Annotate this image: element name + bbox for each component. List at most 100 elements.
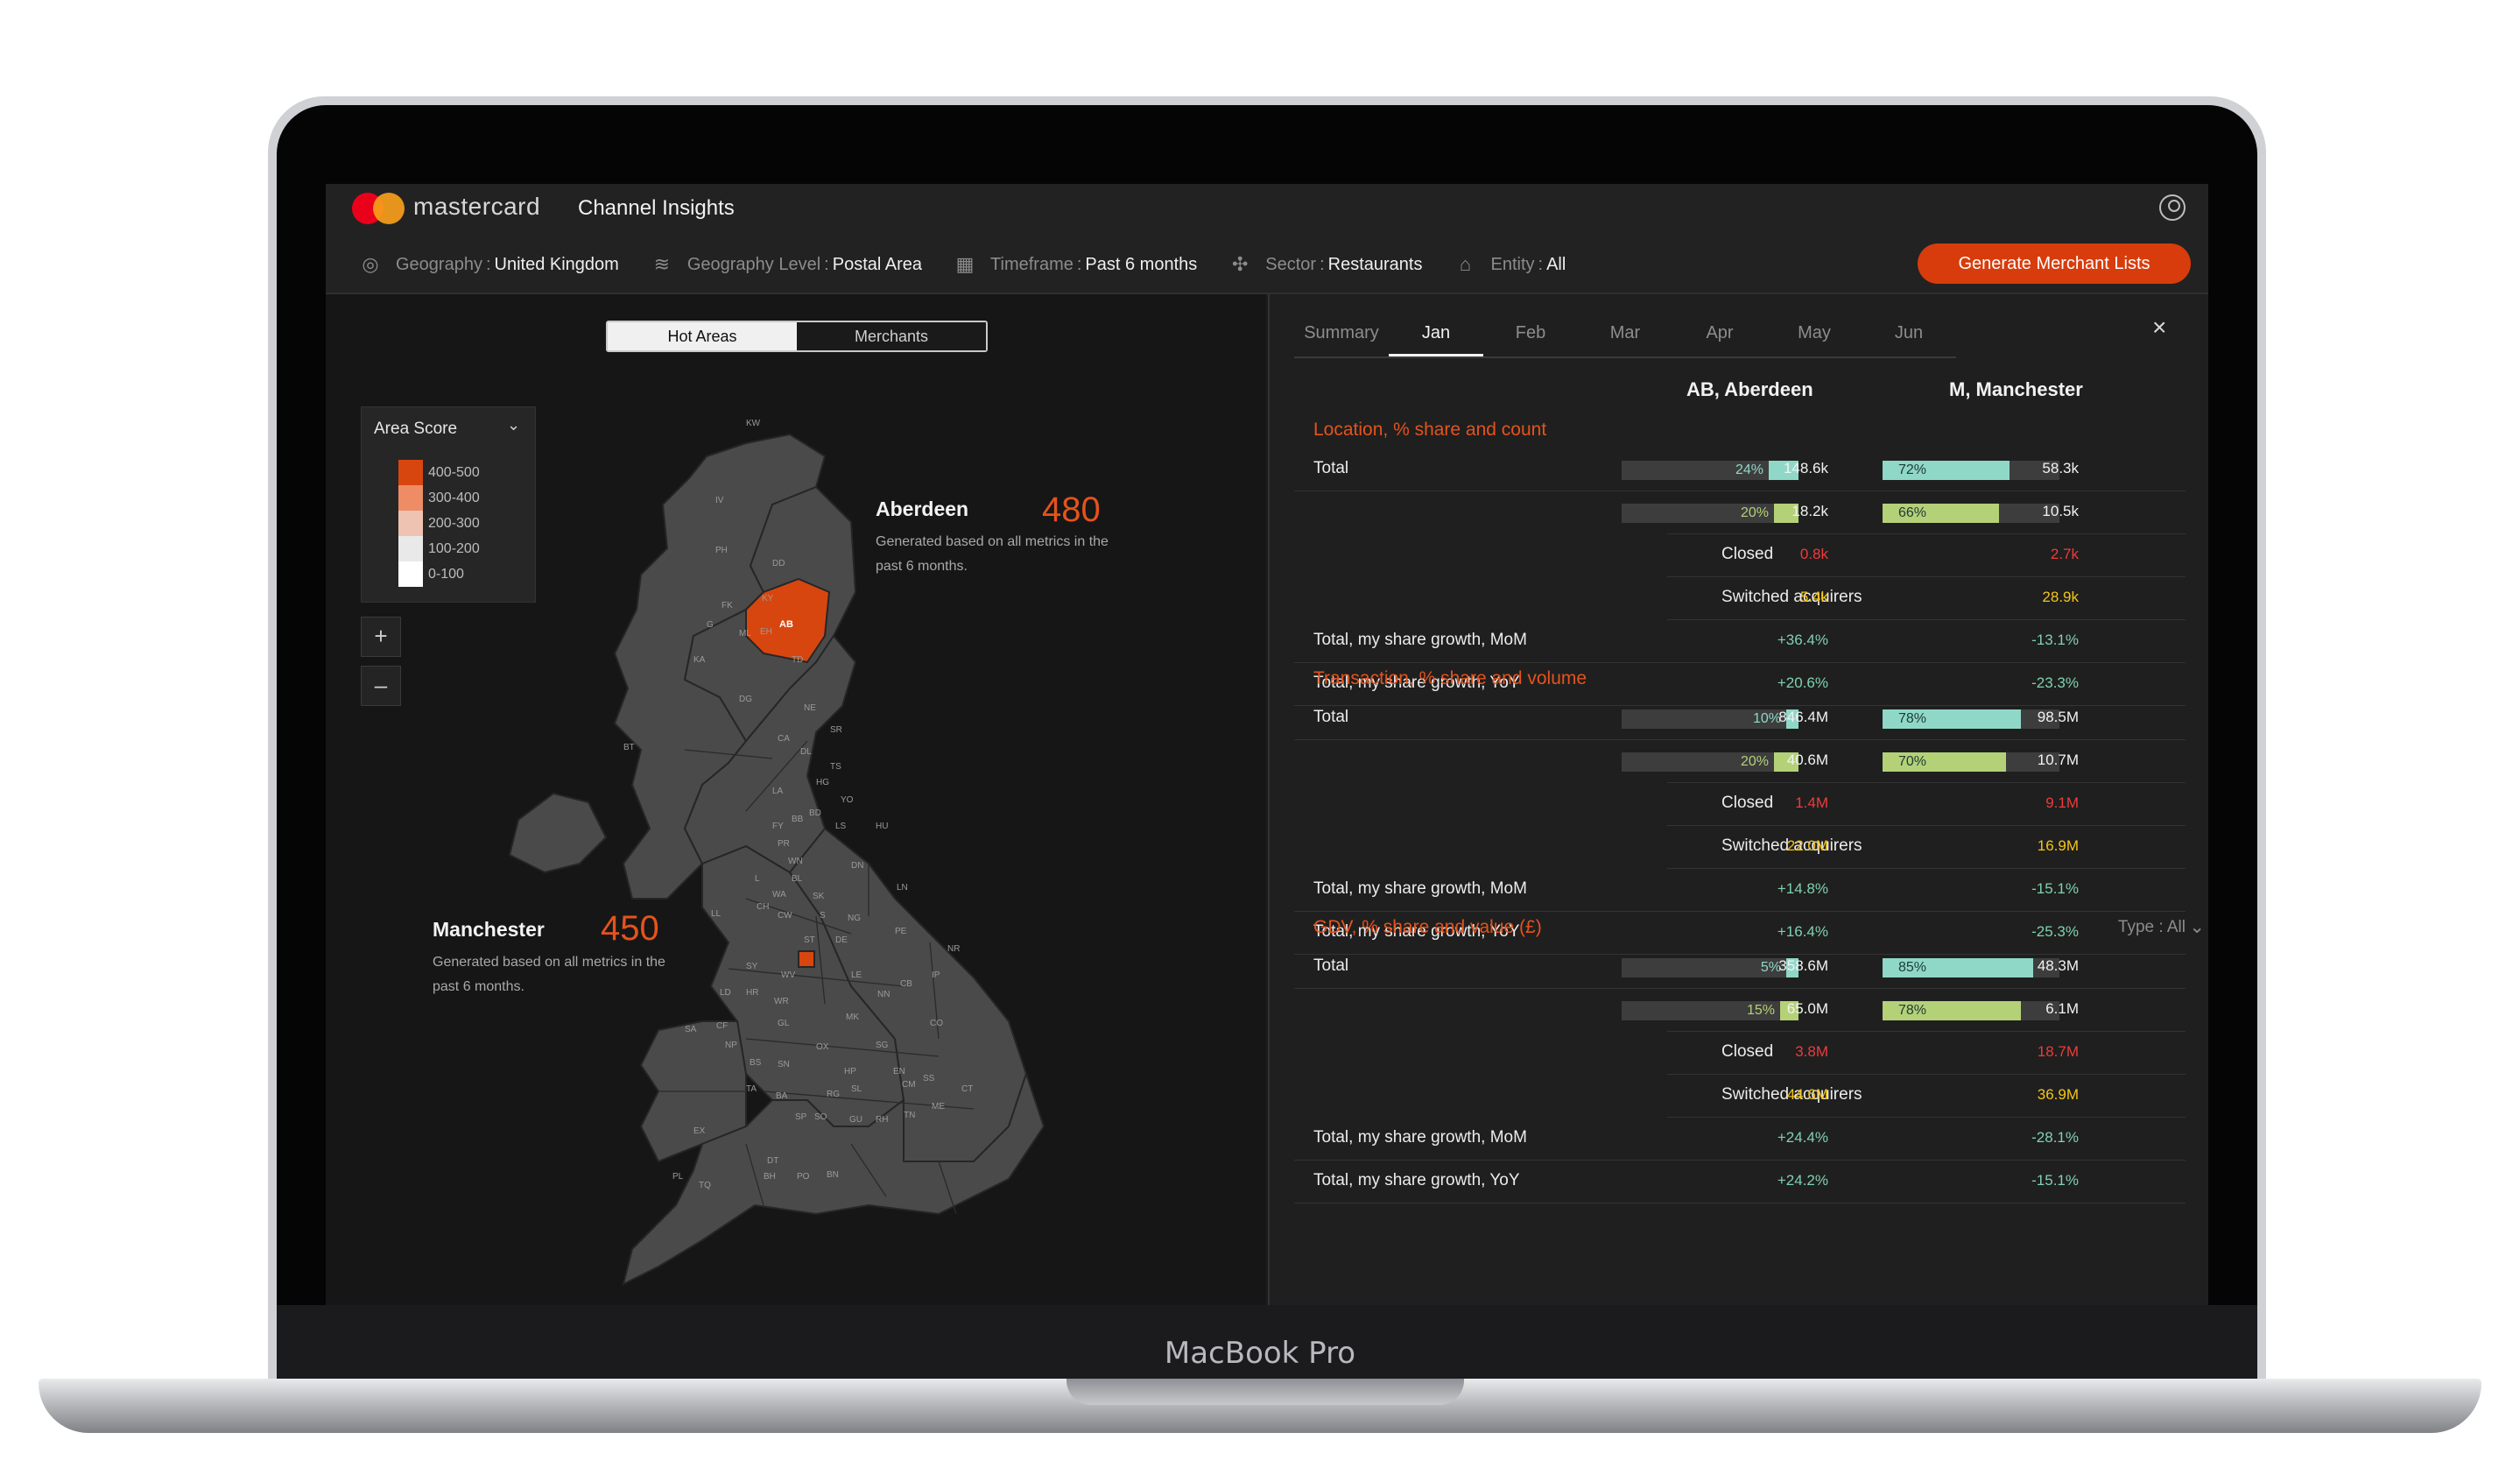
metric-label: Switched acquirers [1721, 1085, 1862, 1104]
map-region-manchester[interactable] [798, 950, 815, 968]
metric-value: 6.1M [2045, 1000, 2079, 1017]
filter-key: Sector [1265, 254, 1317, 274]
filter-geography-level[interactable]: ≋ Geography Level: Postal Area [651, 253, 922, 276]
metric-value: 58.3k [2042, 460, 2079, 476]
map-region-southern-england[interactable] [622, 1070, 1045, 1286]
metric-value: 846.4M [1778, 709, 1828, 725]
metric-value: +16.4% [1777, 923, 1828, 940]
map-label-np: NP [725, 1041, 737, 1050]
tab-mar[interactable]: Mar [1609, 323, 1641, 342]
filter-value: Postal Area [832, 254, 923, 274]
metric-value: 18.7M [2037, 1043, 2079, 1060]
share-bar: 72% [1883, 461, 2059, 480]
metric-label: Total [1313, 708, 1349, 726]
map-label-sp: SP [795, 1112, 807, 1122]
legend-title-dropdown[interactable]: Area Score [374, 420, 458, 438]
map-label-cf: CF [716, 1021, 728, 1031]
metric-label: Total, my share growth, YoY [1313, 674, 1520, 692]
share-bar-fill [1786, 958, 1798, 977]
filter-value: United Kingdom [494, 254, 619, 274]
metric-value: 28.9k [2042, 589, 2079, 605]
map-label-le: LE [851, 970, 862, 980]
toggle-merchants[interactable]: Merchants [797, 322, 986, 350]
metric-row: Total 10% 846.4M 78% 98.5M [1294, 697, 2186, 740]
tab-summary[interactable]: Summary [1304, 323, 1379, 342]
map-label-so: SO [814, 1112, 827, 1122]
map-label-iv: IV [715, 496, 724, 505]
zoom-in-button[interactable]: + [361, 617, 401, 657]
legend-label: 100-200 [428, 540, 480, 556]
metric-value: -15.1% [2031, 880, 2079, 897]
filter-geography[interactable]: ◎ Geography: United Kingdom [359, 253, 619, 276]
map-label-wa: WA [772, 890, 786, 900]
type-selector-dropdown[interactable]: Type : All [2117, 918, 2186, 936]
tab-jan[interactable]: Jan [1389, 312, 1483, 356]
metric-label: Total, my share growth, MoM [1313, 631, 1527, 649]
metric-label: Total, my share growth, YoY [1313, 1171, 1520, 1189]
map-label-bb: BB [792, 815, 804, 824]
map-region-aberdeen[interactable] [745, 577, 831, 664]
map-label-sa: SA [685, 1025, 697, 1034]
share-bar-fill [1769, 461, 1798, 480]
filter-timeframe[interactable]: ▦ Timeframe: Past 6 months [954, 253, 1198, 276]
user-profile-icon[interactable] [2159, 194, 2186, 221]
section-title-text: GDV, % share and value (£) [1313, 917, 1542, 937]
app-screen: mastercard Channel Insights ◎ Geography: U… [326, 184, 2208, 1305]
callout-aberdeen: Aberdeen 480 Generated based on all metr… [876, 490, 1130, 579]
map-label-rh: RH [876, 1115, 888, 1125]
metric-value: +36.4% [1777, 632, 1828, 648]
metric-row: Switched acquirers 5.4k 28.9k [1667, 577, 2186, 620]
share-bar: 78% [1883, 709, 2059, 729]
legend-item: 300-400 [398, 485, 480, 511]
metric-row: Closed 3.8M 18.7M [1667, 1032, 2186, 1075]
zoom-out-button[interactable]: – [361, 666, 401, 706]
share-bar: 20% [1622, 752, 1798, 772]
legend-item: 0-100 [398, 561, 480, 587]
close-icon[interactable]: × [2152, 314, 2167, 341]
legend-swatches: 400-500 300-400 200-300 100-200 0-100 [398, 460, 480, 587]
generate-merchant-lists-button[interactable]: Generate Merchant Lists [1918, 243, 2191, 284]
metric-row: Total, my share growth, YoY +24.2% -15.1% [1294, 1161, 2186, 1203]
legend-label: 200-300 [428, 515, 480, 531]
tab-apr[interactable]: Apr [1706, 323, 1734, 342]
share-bar-fill [1786, 709, 1798, 729]
map-label-ml: ML [739, 629, 751, 639]
metric-label: Closed [1721, 545, 1774, 563]
filter-separator: : [1538, 254, 1544, 274]
uk-postal-area-map[interactable]: KW IV PH DD KY FK G EH ML KA TD DG NE CA DL SR TS LA YO BT H… [483, 373, 1149, 1293]
map-label-cb: CB [900, 979, 912, 989]
share-bar-fill [1883, 752, 2006, 772]
mastercard-logo-icon [352, 193, 405, 224]
map-label-tq: TQ [699, 1181, 711, 1190]
filter-entity[interactable]: ⌂ Entity: All [1454, 253, 1566, 276]
map-label-dd: DD [772, 559, 785, 568]
tab-jun[interactable]: Jun [1894, 323, 1924, 342]
map-region-northern-ireland[interactable] [508, 792, 608, 874]
legend-label: 0-100 [428, 566, 464, 582]
toggle-hot-areas[interactable]: Hot Areas [608, 322, 797, 350]
metric-label: Closed [1721, 794, 1774, 812]
metric-value: 18.2k [1791, 503, 1828, 519]
map-label-sy: SY [746, 962, 758, 971]
legend-item: 400-500 [398, 460, 480, 485]
map-label-fy: FY [772, 822, 784, 831]
map-label-me: ME [932, 1102, 945, 1112]
area-score-legend: Area Score ⌄ 400-500 300-400 200-300 100-20… [361, 406, 536, 603]
tab-may[interactable]: May [1798, 323, 1831, 342]
share-bar-fill [1883, 709, 2021, 729]
metric-row: Switched acquirers 22.0M 16.9M [1667, 826, 2186, 869]
chevron-down-icon[interactable]: ⌄ [507, 416, 521, 434]
share-percent: 24% [1735, 462, 1763, 477]
tab-feb[interactable]: Feb [1515, 323, 1546, 342]
filter-sector[interactable]: ✣ Sector: Restaurants [1228, 253, 1422, 276]
metric-value: +24.4% [1777, 1129, 1828, 1146]
map-label-ca: CA [778, 734, 790, 744]
map-label-ab: AB [779, 619, 793, 630]
map-label-dg: DG [739, 695, 752, 704]
metric-row: Closed 1.4M 9.1M [1667, 783, 2186, 826]
map-label-fk: FK [722, 601, 733, 610]
store-icon: ⌂ [1459, 253, 1472, 275]
map-label-hg: HG [816, 778, 829, 787]
chevron-down-icon[interactable]: ⌄ [2189, 917, 2205, 937]
